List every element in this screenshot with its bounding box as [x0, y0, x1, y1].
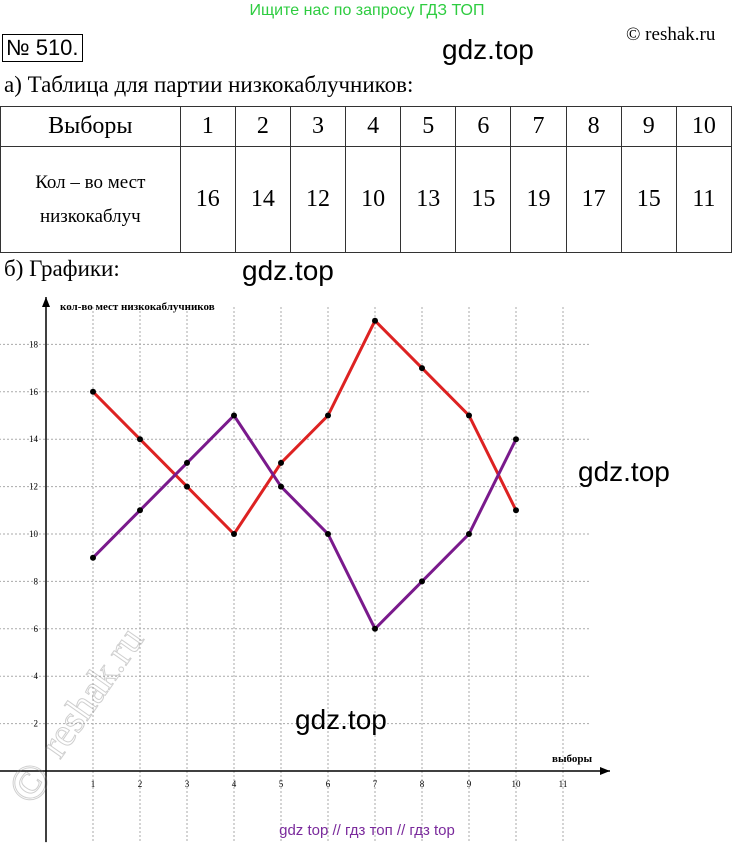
task-number: № 510.: [2, 34, 83, 62]
banner[interactable]: Ищите нас по запросу ГДЗ ТОП: [249, 2, 485, 19]
watermark: gdz.top: [578, 456, 670, 487]
y-tick-label: 10: [29, 529, 39, 539]
x-tick-label: 8: [420, 779, 425, 789]
cell: 6: [455, 106, 512, 147]
arrow: [42, 297, 50, 307]
x-tick-label: 7: [373, 779, 378, 789]
series-line: [91, 413, 518, 632]
reshak-watermark: reshak.ru©: [0, 618, 153, 815]
cell: 7: [510, 106, 567, 147]
cell: 2: [234, 106, 291, 147]
data-point: [278, 483, 284, 490]
cell: 19: [510, 146, 567, 253]
cell: 11: [675, 146, 733, 253]
cell: 10: [675, 106, 733, 147]
data-point: [184, 483, 190, 490]
y-tick-label: 2: [34, 719, 39, 729]
y-tick-label: 18: [29, 339, 39, 349]
x-tick-label: 9: [467, 779, 472, 789]
cell: 8: [565, 106, 622, 147]
data-point: [90, 388, 96, 395]
data-point: [419, 365, 425, 372]
watermark: gdz.top: [442, 34, 534, 65]
data-point: [372, 625, 378, 632]
heading: а) Таблица для партии низкокаблучников:: [4, 72, 414, 97]
cell: 13: [400, 146, 457, 253]
x-tick-label: 11: [559, 779, 568, 789]
reshak-text: reshak.ru: [31, 618, 153, 765]
data-point: [137, 436, 143, 443]
cell: 9: [620, 106, 677, 147]
y-tick-label: 14: [29, 434, 39, 444]
y-tick-label: 6: [34, 624, 39, 634]
arrow: [600, 767, 610, 775]
data-point: [419, 578, 425, 585]
row-header: Кол – во мест низкокаблуч: [0, 146, 181, 253]
cell: 17: [565, 146, 622, 253]
x-tick-label: 1: [91, 779, 96, 789]
watermark: gdz.top: [242, 255, 334, 286]
x-tick-label: 6: [326, 779, 331, 789]
data-point: [278, 459, 284, 466]
copyright: © reshak.ru: [626, 24, 716, 45]
data-point: [325, 412, 331, 419]
row-header: Выборы: [0, 106, 181, 147]
data-point: [372, 317, 378, 324]
data-point: [513, 507, 519, 514]
y-tick-label: 16: [29, 387, 39, 397]
cell: 4: [344, 106, 402, 147]
y-axis-label: кол-во мест низкокаблучников: [60, 301, 215, 313]
x-tick-label: 2: [138, 779, 143, 789]
series-line: [91, 318, 518, 537]
data-point: [513, 436, 519, 443]
table: Выборы 1 2 3 4 5 6 7 8 9 10 Кол – во мест низкокаб…: [0, 106, 733, 253]
data-point: [137, 507, 143, 514]
data-point: [466, 531, 472, 537]
cell: 16: [179, 146, 236, 253]
data-point: [90, 554, 96, 561]
data-point: [231, 412, 237, 419]
watermark: gdz.top: [295, 704, 387, 735]
x-tick-label: 10: [512, 779, 522, 789]
cell: 14: [234, 146, 291, 253]
cell: 15: [455, 146, 512, 253]
x-tick-label: 3: [185, 779, 190, 789]
heading: б) Графики:: [4, 256, 120, 281]
cell: 15: [620, 146, 677, 253]
x-tick-label: 5: [279, 779, 284, 789]
cell: 10: [344, 146, 402, 253]
y-tick-label: 12: [29, 482, 38, 492]
reshak-symbol: ©: [0, 751, 63, 814]
data-point: [325, 531, 331, 537]
data-point: [184, 459, 190, 466]
x-tick-label: 4: [232, 779, 237, 789]
cell: 12: [289, 146, 347, 253]
y-tick-label: 4: [34, 671, 39, 681]
data-point: [231, 531, 237, 537]
x-axis-label: выборы: [552, 753, 593, 765]
data-point: [466, 412, 472, 419]
footer[interactable]: gdz top // гдз топ // гдз top: [279, 822, 455, 839]
y-tick-label: 8: [34, 576, 39, 586]
